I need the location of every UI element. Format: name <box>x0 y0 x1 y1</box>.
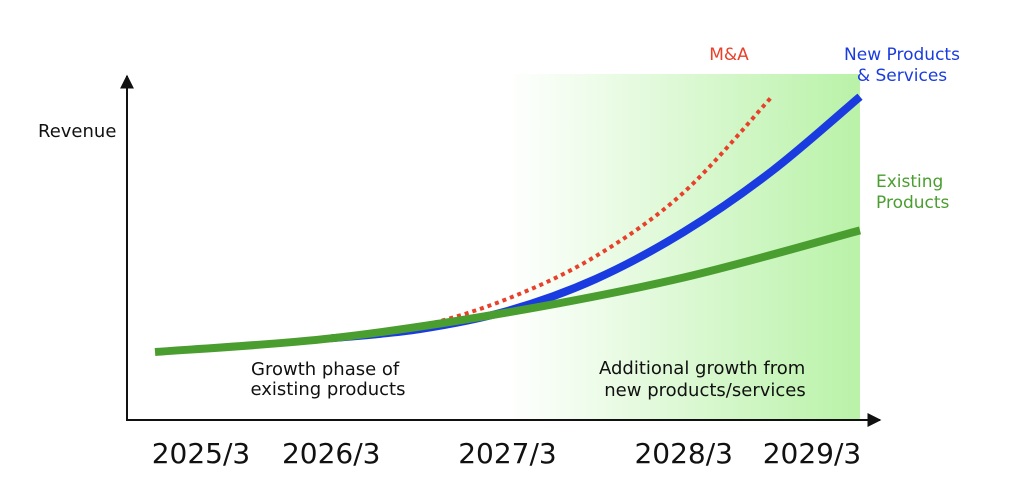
series-lines <box>154 93 863 356</box>
x-tick-label: 2028/3 <box>634 437 733 470</box>
series-line-existing-products <box>154 226 862 356</box>
x-tick-label: 2029/3 <box>763 437 862 470</box>
series-labels: Existing Products New Products & Services M&… <box>709 45 960 213</box>
y-axis-label: Revenue <box>38 121 116 142</box>
x-tick-labels: 2025/3 2026/3 2027/3 2028/3 2029/3 <box>152 437 862 470</box>
series-label-existing-products: Existing Products <box>876 172 950 213</box>
series-label-m-a: M&A <box>709 45 749 65</box>
annotation-growth-existing: Growth phase of existing products <box>250 359 405 400</box>
series-label-new-products-services: New Products & Services <box>844 45 960 86</box>
annotation-additional-growth: Additional growth from new products/serv… <box>599 358 811 401</box>
x-tick-label: 2026/3 <box>282 437 381 470</box>
series-line-m-a <box>330 95 774 341</box>
x-tick-label: 2027/3 <box>458 437 557 470</box>
x-tick-label: 2025/3 <box>152 437 251 470</box>
